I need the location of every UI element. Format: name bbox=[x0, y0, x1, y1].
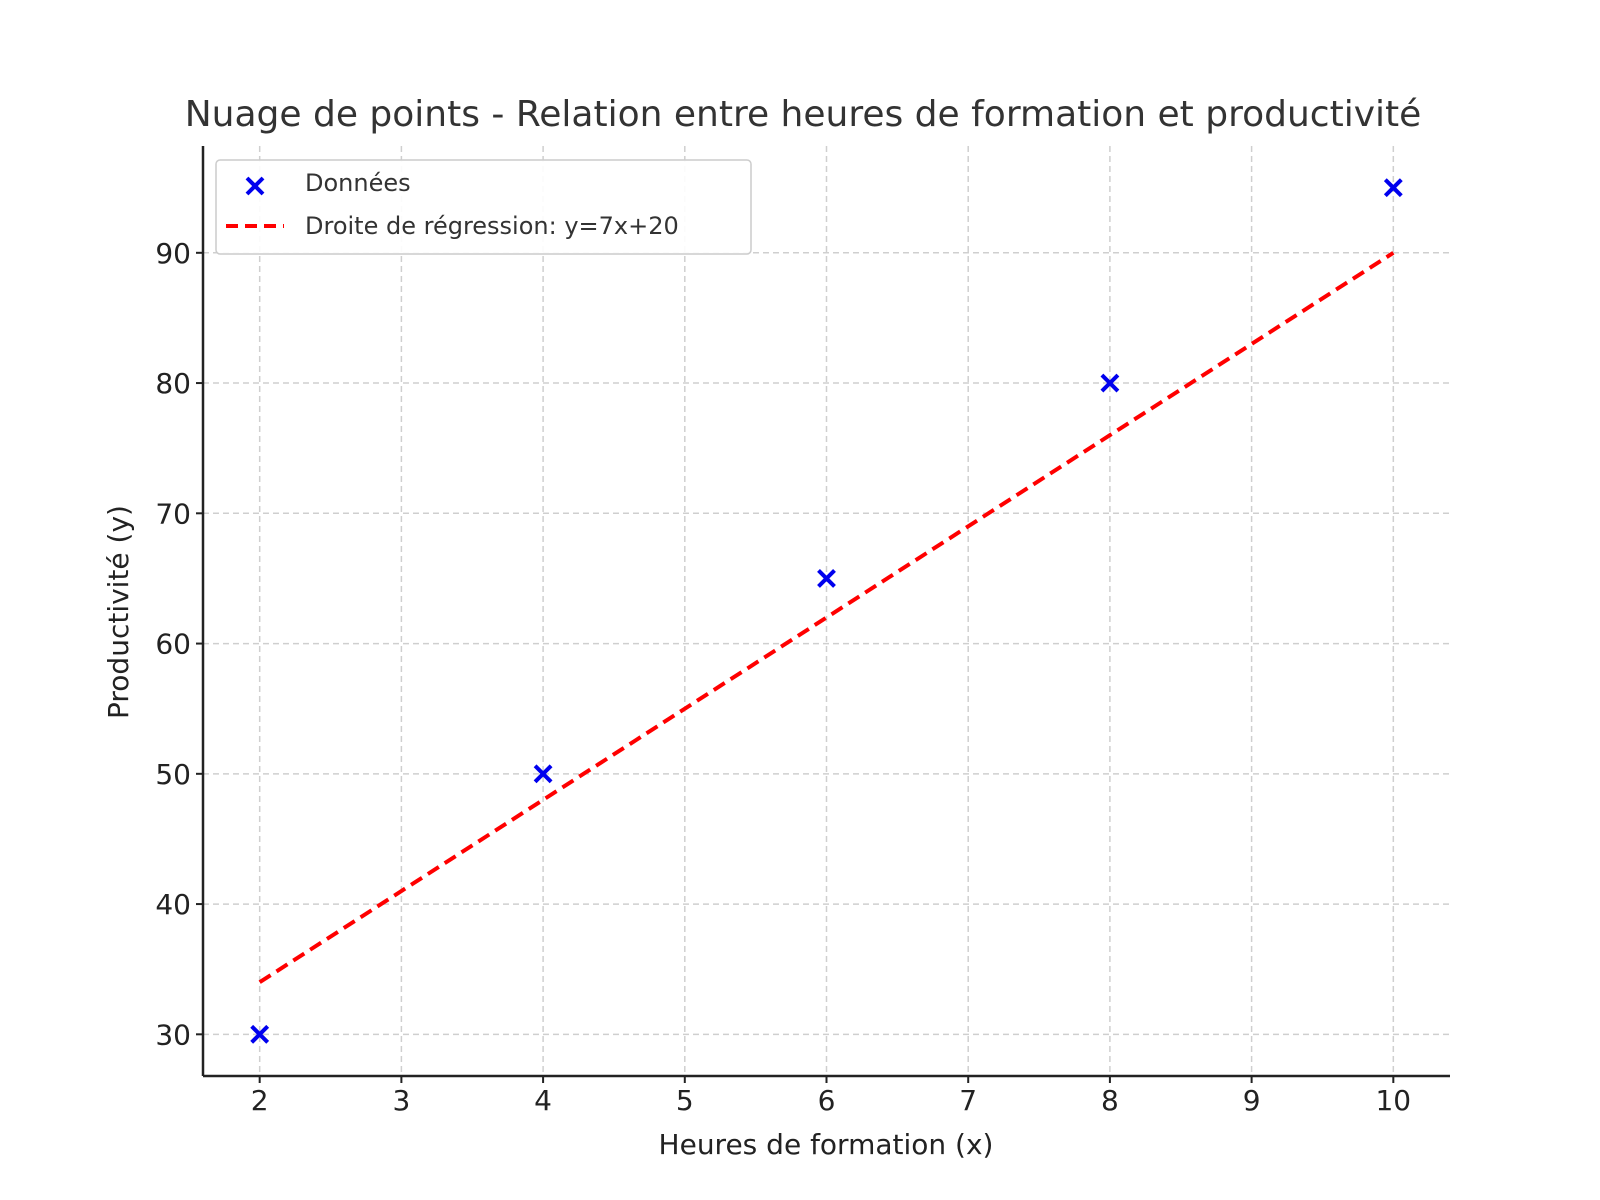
x-tick-label: 4 bbox=[534, 1084, 552, 1117]
x-tick-label: 10 bbox=[1375, 1084, 1411, 1117]
chart-title: Nuage de points - Relation entre heures … bbox=[185, 94, 1422, 135]
data-points bbox=[250, 178, 1403, 1044]
data-point bbox=[250, 1024, 270, 1044]
y-ticks: 30 40 50 60 70 80 90 bbox=[155, 237, 203, 1051]
legend-box bbox=[215, 159, 752, 255]
legend-scatter-marker bbox=[245, 176, 265, 196]
y-tick-label: 40 bbox=[155, 888, 191, 921]
x-tick-label: 8 bbox=[1101, 1084, 1119, 1117]
y-tick-label: 30 bbox=[155, 1018, 191, 1051]
data-point bbox=[1100, 373, 1120, 393]
x-tick-label: 9 bbox=[1243, 1084, 1261, 1117]
legend: Données Droite de régression: y=7x+20 bbox=[215, 159, 752, 255]
x-tick-label: 2 bbox=[251, 1084, 269, 1117]
x-tick-label: 3 bbox=[392, 1084, 410, 1117]
data-point bbox=[533, 764, 553, 784]
legend-label-donnees: Données bbox=[305, 169, 411, 197]
grid bbox=[203, 146, 1450, 1076]
data-point bbox=[1383, 178, 1403, 198]
x-tick-label: 6 bbox=[818, 1084, 836, 1117]
y-tick-label: 70 bbox=[155, 497, 191, 530]
x-axis-label: Heures de formation (x) bbox=[659, 1128, 994, 1161]
y-tick-label: 60 bbox=[155, 628, 191, 661]
x-ticks: 2 3 4 5 6 7 8 9 10 bbox=[251, 1076, 1411, 1117]
regression-line bbox=[258, 251, 1395, 984]
data-point bbox=[817, 569, 836, 588]
x-tick-label: 5 bbox=[676, 1084, 694, 1117]
regression-series bbox=[258, 251, 1395, 984]
y-tick-label: 80 bbox=[155, 367, 191, 400]
y-tick-label: 50 bbox=[155, 758, 191, 791]
legend-marker-x bbox=[245, 176, 265, 196]
y-axis-label: Productivité (y) bbox=[102, 505, 135, 719]
x-tick-label: 7 bbox=[959, 1084, 977, 1117]
legend-label-regression: Droite de régression: y=7x+20 bbox=[305, 212, 679, 240]
y-tick-label: 90 bbox=[155, 237, 191, 270]
